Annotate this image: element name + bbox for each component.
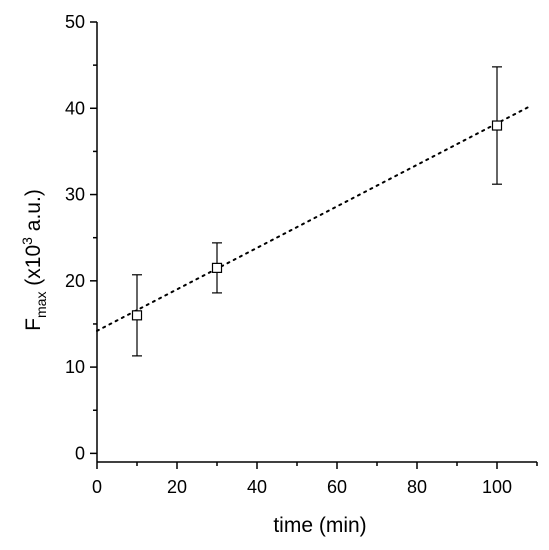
x-tick-label: 0 — [92, 477, 102, 497]
square-marker — [131, 310, 143, 321]
square-marker — [211, 262, 223, 273]
data-point — [491, 66, 503, 185]
data-point — [211, 242, 223, 294]
x-tick-label: 20 — [167, 477, 187, 497]
data-points-layer — [131, 66, 503, 357]
fit-line — [96, 105, 530, 332]
y-tick-label: 10 — [65, 357, 85, 377]
fit-line-layer — [96, 105, 530, 332]
y-axis-title-superscript: 3 — [19, 237, 35, 245]
x-tick-label: 60 — [327, 477, 347, 497]
y-tick-label: 50 — [65, 12, 85, 32]
x-tick-label: 100 — [482, 477, 512, 497]
y-axis-title-base: F — [22, 318, 45, 331]
y-axis-title: Fmax (x103 a.u.) — [19, 189, 49, 331]
y-tick-label: 30 — [65, 185, 85, 205]
y-axis-title-subscript: max — [33, 292, 49, 318]
data-point — [131, 274, 143, 357]
x-tick-label: 40 — [247, 477, 267, 497]
axes — [96, 22, 537, 463]
x-tick-label: 80 — [407, 477, 427, 497]
y-tick-label: 0 — [75, 443, 85, 463]
y-axis-ticks: 0 10 20 30 40 50 — [65, 12, 97, 463]
y-tick-label: 40 — [65, 98, 85, 118]
y-axis-title-suffix: a.u.) — [22, 189, 45, 237]
x-axis-title: time (min) — [273, 514, 366, 537]
square-marker — [491, 120, 503, 131]
y-axis-title-prefix: (x10 — [22, 245, 45, 292]
y-tick-label: 20 — [65, 271, 85, 291]
x-axis-ticks: 0 20 40 60 80 100 — [92, 462, 538, 497]
